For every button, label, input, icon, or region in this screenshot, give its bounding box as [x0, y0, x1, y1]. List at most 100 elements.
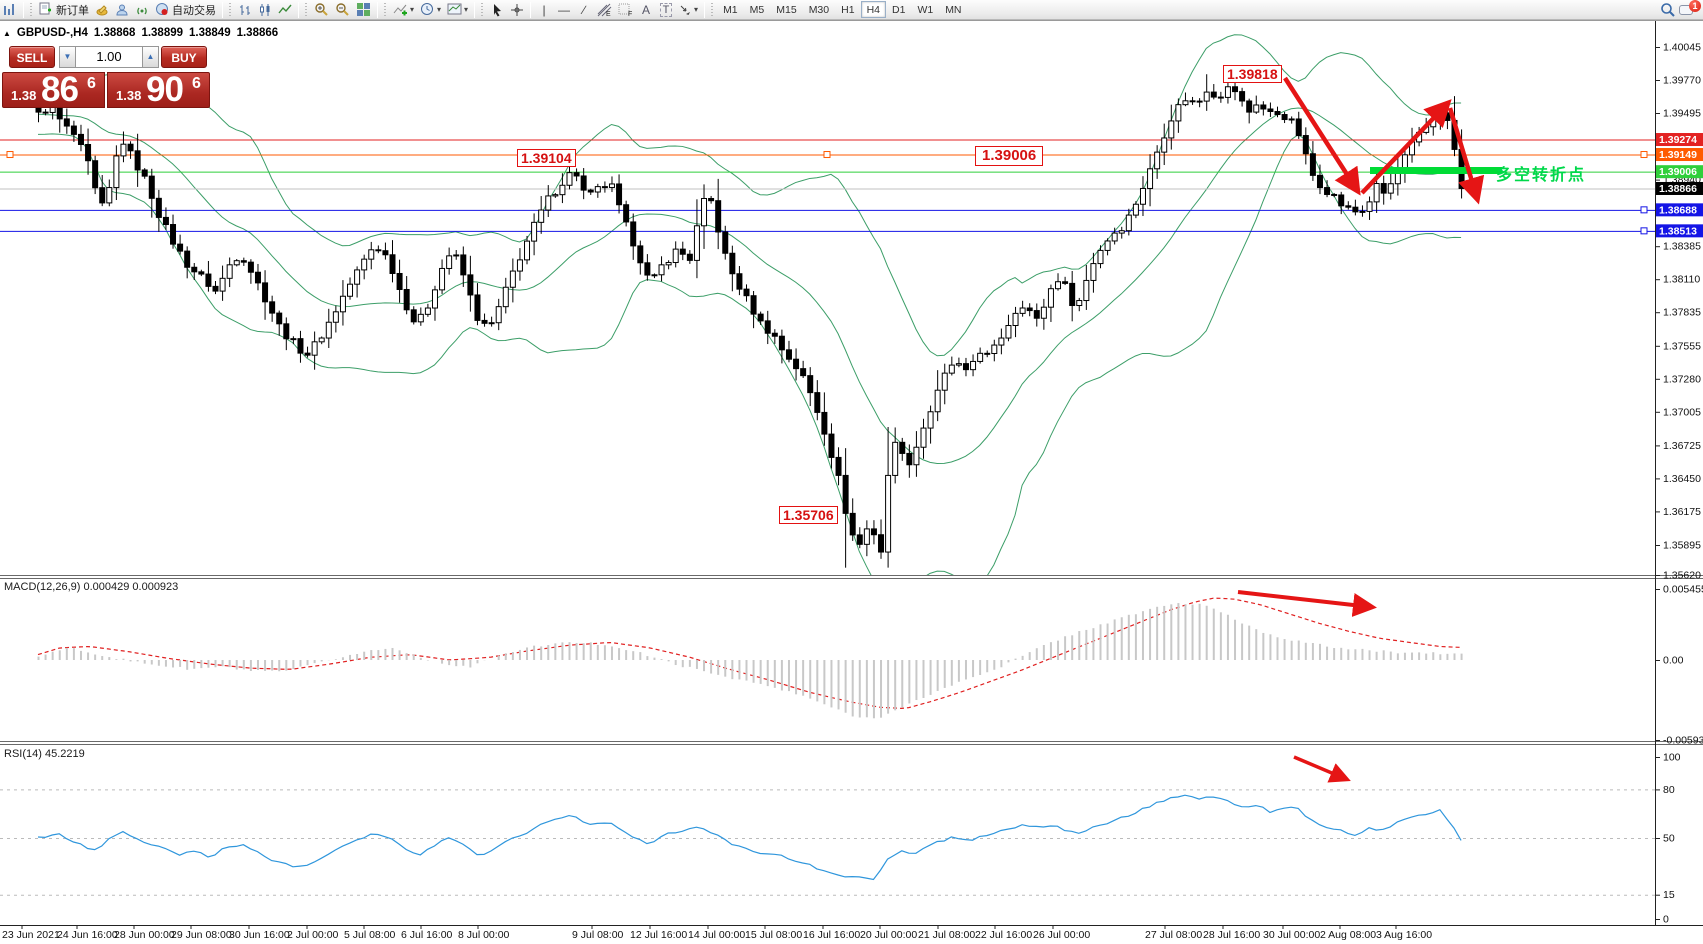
candle: [474, 294, 481, 321]
arrows-tool[interactable]: ▾: [676, 1, 701, 19]
sell-price-box[interactable]: 1.38 86 6: [2, 72, 105, 108]
candle: [531, 221, 538, 242]
line-handle[interactable]: [1640, 151, 1648, 159]
search-icon[interactable]: [1657, 1, 1679, 19]
periods-icon[interactable]: ▾: [417, 1, 444, 19]
toolbar-grip[interactable]: [480, 2, 486, 17]
candle: [509, 270, 516, 288]
toolbar-grip[interactable]: [383, 2, 388, 17]
candlestick-mode-icon[interactable]: [255, 1, 275, 19]
candle: [927, 411, 934, 429]
toolbar-grip[interactable]: [228, 2, 233, 17]
trend-arrow[interactable]: [1447, 107, 1485, 205]
timeframe-d1[interactable]: D1: [892, 3, 906, 16]
time-axis-label: 6 Jul 16:00: [401, 929, 453, 941]
notifications-icon[interactable]: 1: [1679, 0, 1701, 18]
toolbar-grip[interactable]: [710, 2, 716, 17]
auto-trading-button[interactable]: 自动交易: [152, 1, 219, 19]
price-badge-label: 1.38513: [1659, 225, 1697, 237]
timeframe-h1[interactable]: H1: [841, 3, 855, 16]
annotation-price-label-low[interactable]: 1.35706: [779, 506, 838, 524]
annotation-price-label-high[interactable]: 1.39818: [1223, 65, 1282, 83]
volume-input[interactable]: 1.00: [75, 46, 143, 68]
candle: [495, 306, 502, 324]
annotation-price-label-pivot[interactable]: 1.39006: [975, 146, 1044, 166]
trend-arrow[interactable]: [1293, 755, 1351, 783]
volume-decrease-button[interactable]: ▼: [59, 46, 75, 68]
dropdown-caret[interactable]: ▾: [464, 5, 469, 14]
timeframe-w1[interactable]: W1: [917, 3, 934, 16]
trend-arrow[interactable]: [1360, 99, 1452, 195]
tile-windows-icon[interactable]: [353, 1, 374, 19]
bar-high-value: 1.38899: [141, 27, 184, 39]
collapse-panel-icon[interactable]: ▲: [3, 28, 11, 38]
price-badge-label: 1.39274: [1659, 134, 1697, 146]
volume-increase-button[interactable]: ▲: [143, 46, 159, 68]
text-label-tool[interactable]: T: [656, 1, 676, 19]
dropdown-caret[interactable]: ▾: [410, 5, 415, 14]
price-tick-label: 1.36175: [1663, 506, 1701, 518]
trend-arrow[interactable]: [1237, 590, 1377, 617]
line-handle[interactable]: [1640, 206, 1648, 214]
timeframe-mn[interactable]: MN: [945, 3, 962, 16]
vertical-line-tool[interactable]: |: [542, 2, 546, 17]
line-handle[interactable]: [6, 151, 14, 159]
time-axis-label: 23 Jun 2021: [2, 929, 60, 941]
line-handle[interactable]: [1640, 227, 1648, 235]
indicators-icon[interactable]: ▾: [390, 1, 417, 19]
cursor-tool-icon[interactable]: [487, 1, 507, 19]
line-handle[interactable]: [823, 151, 831, 159]
horizontal-line-tool[interactable]: —: [558, 2, 571, 17]
candle: [644, 262, 651, 276]
grid-tool[interactable]: F: [615, 1, 636, 19]
candle: [1203, 91, 1210, 102]
text-tool[interactable]: A: [642, 2, 651, 17]
candle: [1260, 104, 1267, 110]
line-chart-mode-icon[interactable]: [275, 1, 295, 19]
candle: [708, 197, 715, 202]
timeframe-h4[interactable]: H4: [860, 1, 886, 18]
chart-window-icon[interactable]: [0, 1, 20, 19]
annotation-price-label-local-high[interactable]: 1.39104: [517, 149, 576, 167]
timeframe-m30[interactable]: M30: [808, 3, 830, 16]
timeframe-m1[interactable]: M1: [723, 3, 738, 16]
bar-chart-mode-icon[interactable]: [235, 1, 255, 19]
signals-icon[interactable]: [132, 1, 152, 19]
candle: [424, 307, 431, 315]
candle: [219, 277, 226, 292]
buy-price-box[interactable]: 1.38 90 6: [107, 72, 210, 108]
trend-arrow[interactable]: [1283, 76, 1361, 196]
crosshair-tool-icon[interactable]: [507, 1, 527, 19]
annotation-note-text[interactable]: 多空转折点: [1496, 167, 1587, 184]
dropdown-caret[interactable]: ▾: [437, 5, 442, 14]
profile-icon[interactable]: [112, 1, 132, 19]
seal-icon[interactable]: [92, 1, 112, 19]
candle: [608, 183, 615, 188]
dropdown-caret[interactable]: ▾: [694, 5, 699, 14]
toolbar-grip[interactable]: [29, 2, 34, 17]
toolbar-grip[interactable]: [304, 2, 309, 17]
toolbar-separator: [222, 1, 223, 18]
candle: [148, 175, 155, 199]
candle: [1189, 100, 1196, 103]
toolbar-separator: [474, 1, 476, 18]
fibonacci-tool[interactable]: E: [594, 1, 615, 19]
timeframe-m5[interactable]: M5: [749, 3, 765, 16]
zoom-in-icon[interactable]: [311, 1, 332, 19]
sell-button[interactable]: SELL: [9, 46, 55, 68]
time-axis-label: 3 Aug 16:00: [1376, 929, 1432, 941]
trendline-tool[interactable]: ∕: [583, 2, 586, 17]
candle: [262, 282, 269, 303]
price-badge-label: 1.39149: [1659, 149, 1697, 161]
candle: [870, 528, 877, 536]
toolbar-separator: [704, 1, 706, 18]
zoom-out-icon[interactable]: [332, 1, 353, 19]
buy-button[interactable]: BUY: [161, 46, 207, 68]
highlight-bar[interactable]: [1370, 167, 1502, 174]
candle: [835, 456, 842, 476]
templates-icon[interactable]: ▾: [444, 1, 471, 19]
timeframe-m15[interactable]: M15: [776, 3, 797, 16]
new-order-button[interactable]: 新订单: [36, 1, 92, 19]
